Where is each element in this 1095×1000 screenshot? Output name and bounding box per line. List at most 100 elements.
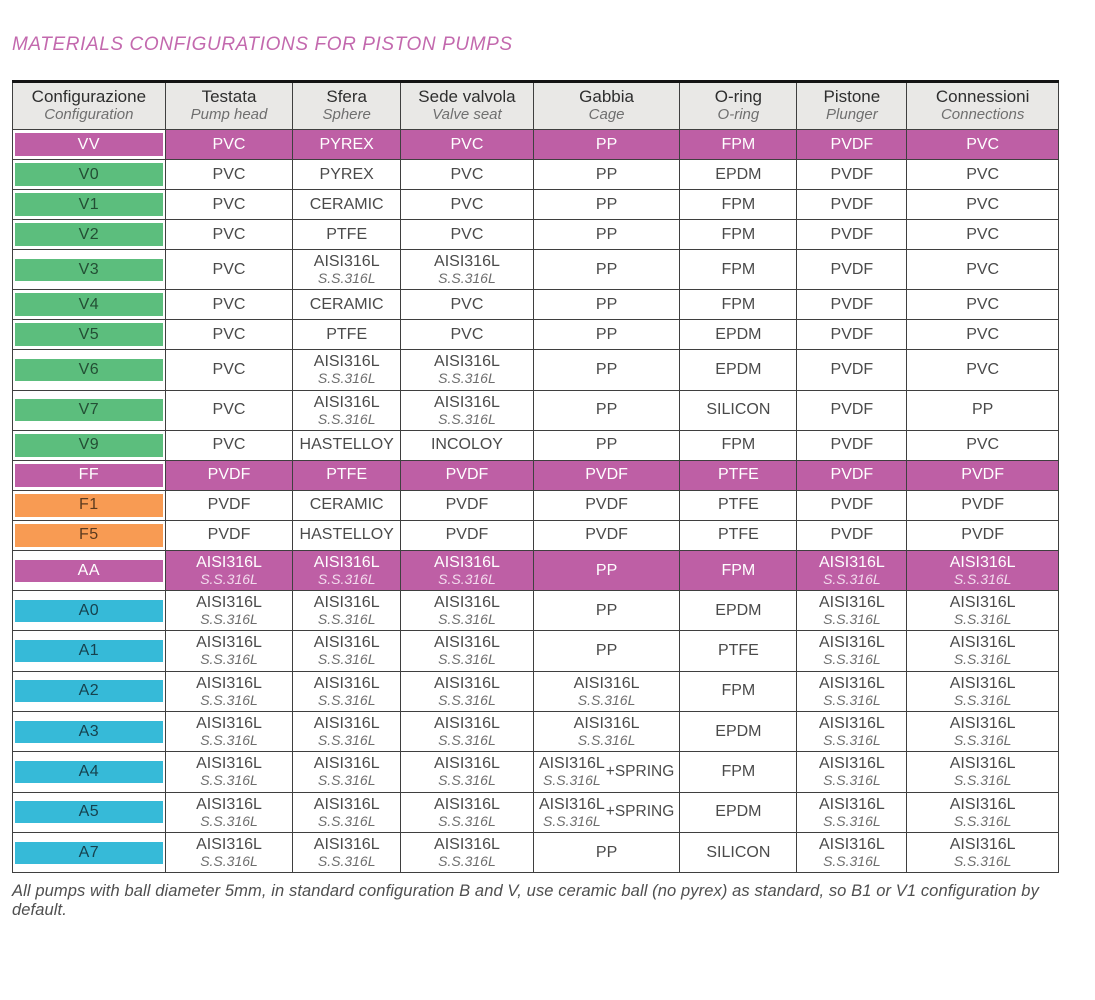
material-name: PVDF [830, 466, 874, 484]
material-name: AISI316L [313, 795, 380, 813]
material-name: PTFE [717, 496, 759, 514]
column-header-plunger: Pistone Plunger [796, 81, 908, 130]
material-subname: S.S.316L [823, 731, 881, 748]
config-cell-v3: V3 [12, 248, 166, 291]
column-header-pump-head: Testata Pump head [164, 81, 294, 130]
material-cell: PP [532, 319, 681, 351]
material-cell: AISI316L S.S.316L [400, 791, 534, 833]
material-name: PVC [450, 195, 484, 213]
material-subname: S.S.316L [317, 731, 376, 748]
column-header-english: Sphere [322, 106, 371, 124]
material-name: AISI316L [949, 715, 1016, 733]
table-body: VV PVC PYREX PVC PP FPM PVDF PVC V0 PVC PYREX PVC PP… [12, 129, 1059, 874]
config-cell-ff: FF [12, 459, 166, 491]
material-name: HASTELLOY [299, 436, 394, 454]
material-cell: PVC [164, 189, 294, 220]
material-cell: AISI316L S.S.316L [164, 711, 294, 753]
material-name: FPM [721, 763, 756, 781]
config-cell-a7: A7 [12, 831, 166, 874]
material-cell: AISI316L S.S.316L [292, 590, 402, 632]
material-name: PVDF [445, 526, 489, 544]
material-name: PVC [966, 360, 1000, 378]
table-row-aa: AA AISI316L S.S.316L AISI316L S.S.316L AISI31… [12, 549, 1059, 592]
material-subname: S.S.316L [438, 611, 496, 628]
material-name: AISI316L [196, 835, 262, 853]
material-subname: S.S.316L [823, 812, 881, 829]
material-name: PP [595, 642, 618, 660]
material-cell: PP [532, 630, 681, 672]
material-subname: S.S.316L [438, 731, 496, 748]
material-name: AISI316L [538, 795, 605, 813]
material-name: AISI316L [196, 553, 262, 571]
material-name: AISI316L [313, 755, 380, 773]
material-name: AISI316L [818, 715, 885, 733]
footnote: All pumps with ball diameter 5mm, in sta… [12, 882, 1039, 920]
material-name: CERAMIC [309, 195, 384, 213]
material-cell: PTFE [679, 519, 798, 551]
material-subname: S.S.316L [317, 772, 376, 789]
material-cell: FPM [679, 248, 798, 291]
column-header-italian: Configurazione [31, 87, 147, 107]
material-name: AISI316L [949, 795, 1016, 813]
material-cell: AISI316L S.S.316L [292, 670, 402, 713]
material-cell: FPM [679, 670, 798, 713]
column-header-italian: Sede valvola [418, 87, 516, 107]
material-name: PVDF [830, 195, 874, 213]
column-header-english: Cage [588, 106, 625, 124]
config-code-badge: A5 [15, 801, 163, 824]
material-subname: S.S.316L [577, 731, 636, 748]
material-cell: AISI316L S.S.316L [906, 711, 1059, 753]
material-name: AISI316L [313, 634, 380, 652]
column-header-english: Plunger [826, 106, 878, 124]
material-cell: FPM [679, 289, 798, 321]
material-name: PVC [450, 325, 484, 343]
material-cell: AISI316L S.S.316L [796, 791, 908, 833]
material-name: FPM [721, 295, 756, 313]
config-code-badge: A0 [15, 599, 163, 622]
material-cell: AISI316L S.S.316L [292, 711, 402, 753]
material-name: PVC [212, 325, 246, 343]
material-name: PVC [450, 165, 484, 183]
column-header-valve-seat: Sede valvola Valve seat [400, 81, 534, 130]
material-cell: AISI316L S.S.316L [796, 590, 908, 632]
material-name: PVDF [585, 466, 628, 484]
material-cell: PVC [400, 219, 534, 250]
material-name: PP [595, 195, 618, 213]
material-name: PTFE [717, 466, 759, 484]
column-header-sphere: Sfera Sphere [292, 81, 402, 130]
material-cell: PVC [906, 349, 1059, 391]
material-subname: S.S.316L [543, 812, 601, 829]
material-name: PTFE [326, 466, 368, 484]
material-name: PVC [966, 325, 1000, 343]
material-name: EPDM [715, 601, 762, 619]
table-row-v3: V3 PVC AISI316L S.S.316L AISI316L S.S.316L PP F… [12, 248, 1059, 291]
material-cell: PVC [164, 248, 294, 291]
material-name: FPM [721, 561, 756, 579]
table-row-v1: V1 PVC CERAMIC PVC PP FPM PVDF PVC [12, 189, 1059, 220]
material-cell: PVC [906, 219, 1059, 250]
material-cell: AISI316L S.S.316L [906, 670, 1059, 713]
material-name: FPM [721, 195, 756, 213]
material-name: PVDF [830, 436, 874, 454]
material-name: AISI316L [434, 755, 500, 773]
material-name: PP [595, 436, 618, 454]
material-name: AISI316L [313, 594, 380, 612]
material-subname: S.S.316L [438, 852, 496, 869]
material-name: PVDF [207, 496, 251, 514]
material-subname: S.S.316L [317, 370, 376, 387]
material-cell: SILICON [679, 831, 798, 874]
material-name: AISI316L [313, 393, 380, 411]
material-name: AISI316L [949, 755, 1016, 773]
material-name: AISI316L [196, 674, 262, 692]
material-cell: PTFE [292, 319, 402, 351]
material-subname: S.S.316L [317, 410, 376, 427]
material-cell: PVDF [796, 248, 908, 291]
material-name: SILICON [706, 843, 771, 861]
material-name: FPM [721, 436, 756, 454]
material-subname: S.S.316L [200, 812, 258, 829]
config-code-badge: V2 [15, 223, 163, 246]
material-subname: S.S.316L [317, 611, 376, 628]
material-cell: AISI316L S.S.316L [164, 791, 294, 833]
materials-table: Configurazione Configuration Testata Pump h… [12, 80, 1059, 874]
material-subname: S.S.316L [200, 691, 258, 708]
